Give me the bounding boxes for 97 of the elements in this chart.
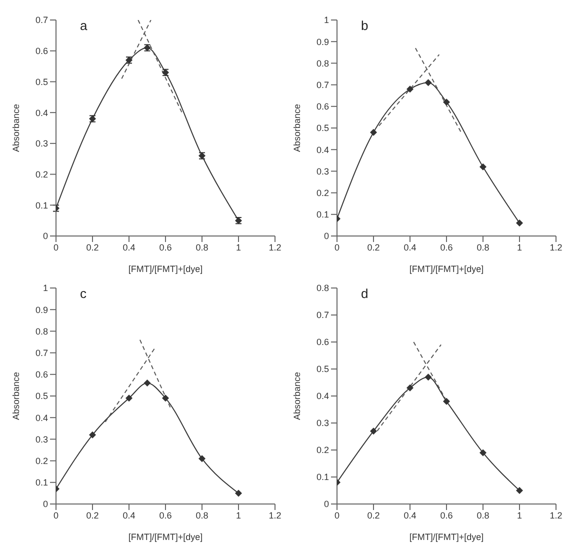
x-tick-label: 0.8 [196,510,208,520]
x-tick-label: 0.4 [122,510,136,520]
point [406,384,414,392]
y-axis-title: Absorbance [292,372,302,420]
x-tick-label: 0.6 [440,510,453,520]
point [480,449,486,456]
point [126,394,132,402]
x-axis-title: [FMT]/[FMT]+[dye] [409,532,484,542]
point [370,128,377,136]
point [406,86,414,93]
y-tick-label: 0.6 [316,102,329,112]
x-axis-title: [FMT]/[FMT]+[dye] [409,264,484,274]
y-tick-label: 0.7 [35,348,48,358]
y-tick-label: 0.4 [35,412,48,423]
point [516,220,523,227]
y-tick-label: 1 [324,15,329,26]
x-tick-label: 0.8 [476,242,490,252]
y-tick-label: 0.3 [316,166,329,176]
y-tick-label: 0.1 [35,200,48,210]
point [516,487,523,494]
y-tick-label: 0.8 [35,326,48,336]
x-tick-label: 0.4 [122,242,136,252]
x-axis-title: [FMT]/[FMT]+[dye] [128,264,203,274]
x-axis-title: [FMT]/[FMT]+[dye] [128,532,203,542]
y-tick-label: 0.3 [35,138,48,149]
x-tick-label: 0.4 [404,242,416,252]
y-tick-label: 0.6 [35,370,48,380]
y-tick-label: 0.7 [35,15,48,26]
y-tick-label: 1 [42,283,48,294]
x-tick-label: 1.2 [268,510,282,520]
y-tick-label: 0.6 [35,46,48,56]
y-tick-label: 0.3 [35,434,48,444]
x-tick-label: 0.8 [196,242,208,252]
y-tick-label: 0.5 [35,76,48,87]
x-tick-label: 0 [334,510,340,520]
y-tick-label: 0.7 [316,310,329,320]
x-tick-label: 0 [53,242,59,252]
y-axis-title: Absorbance [11,372,22,420]
x-tick-label: 0.2 [86,510,99,520]
x-tick-label: 1 [516,242,522,252]
point [89,431,96,438]
point [424,79,432,86]
y-tick-label: 0.9 [316,36,329,47]
y-tick-label: 0 [324,499,329,510]
point [198,455,206,462]
point [162,394,169,402]
point [235,490,242,497]
y-tick-label: 0.7 [316,80,329,90]
point [480,163,486,170]
y-tick-label: 0 [324,231,329,242]
y-tick-label: 0.9 [35,304,48,315]
x-tick-label: 0.2 [86,242,99,252]
x-tick-label: 1 [516,510,522,520]
x-tick-label: 0.4 [404,510,416,520]
x-tick-label: 0.2 [367,510,380,520]
y-tick-label: 0.1 [316,472,329,482]
x-tick-label: 0.2 [367,242,380,252]
y-tick-label: 0.4 [35,108,48,118]
x-tick-label: 0 [53,510,59,520]
point [443,398,450,405]
y-tick-label: 0.5 [316,123,329,134]
y-tick-label: 0 [42,231,48,242]
x-tick-label: 0.6 [440,242,453,252]
y-tick-label: 0 [42,499,48,510]
x-tick-label: 0.8 [476,510,490,520]
x-tick-label: 0.6 [159,242,172,252]
chart-title: b [361,18,368,33]
y-tick-label: 0.5 [316,364,329,374]
y-tick-label: 0.8 [316,283,329,294]
y-axis-title: Absorbance [11,104,22,152]
point [370,428,377,435]
y-tick-label: 0.5 [35,391,48,402]
x-tick-label: 0 [334,242,340,252]
point [443,98,450,106]
y-tick-label: 0.1 [316,210,329,220]
y-tick-label: 0.2 [316,445,329,456]
point [144,380,151,387]
x-tick-label: 1.2 [268,242,282,252]
y-tick-label: 0.6 [316,337,329,348]
chart-title: c [80,286,86,301]
y-tick-label: 0.4 [316,391,329,402]
x-tick-label: 1 [236,242,242,252]
y-tick-label: 0.4 [316,144,329,155]
point [424,374,432,381]
x-tick-label: 1.2 [550,242,562,252]
y-tick-label: 0.3 [316,418,329,428]
y-tick-label: 0.2 [35,169,48,180]
chart-title: d [361,286,368,301]
y-tick-label: 0.2 [35,456,48,466]
x-tick-label: 1.2 [550,510,562,520]
y-tick-label: 0.1 [35,478,48,488]
y-tick-label: 0.8 [316,58,329,68]
x-tick-label: 1 [236,510,242,520]
x-tick-label: 0.6 [159,510,172,520]
y-axis-title: Absorbance [292,104,302,152]
chart-title: a [80,18,88,33]
y-tick-label: 0.2 [316,188,329,198]
